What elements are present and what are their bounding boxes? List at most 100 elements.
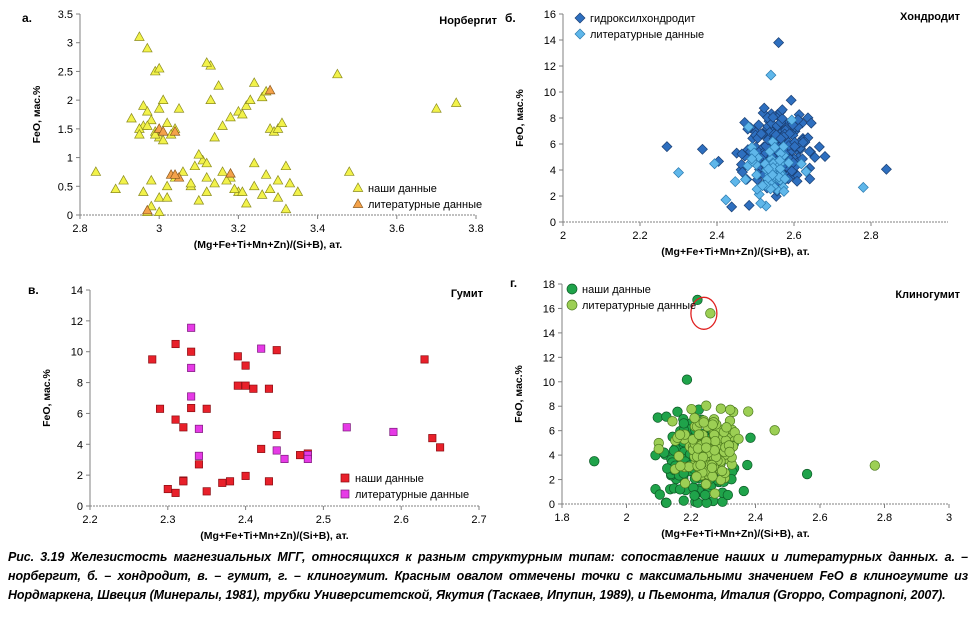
legend-marker xyxy=(352,198,364,208)
panel-norbergite: 0 0.5 1 1.5 2 2.5 3 3.5 2.8 3 3.2 3.4 3.6 3.8 (Mg+Fe+T… xyxy=(22,9,498,251)
legend-marker xyxy=(574,12,586,24)
data-point xyxy=(171,339,180,349)
data-point xyxy=(110,183,121,194)
data-point xyxy=(225,167,236,178)
data-point xyxy=(193,194,205,205)
data-point xyxy=(256,91,268,102)
data-point xyxy=(248,180,260,191)
data-point xyxy=(689,490,700,501)
data-point xyxy=(343,166,355,176)
y-tick-label: 0 xyxy=(67,210,73,222)
data-point xyxy=(145,174,157,185)
x-axis-label: (Mg+Fe+Ti+Mn+Zn)/(Si+B), ат. xyxy=(194,239,343,251)
data-point xyxy=(789,141,801,153)
x-tick-label: 2.8 xyxy=(877,512,892,524)
data-point xyxy=(681,374,693,385)
y-tick-label: 3 xyxy=(67,38,73,50)
x-tick-label: 3.8 xyxy=(468,223,483,235)
y-tick-label: 14 xyxy=(544,35,556,47)
data-point xyxy=(237,186,248,196)
data-point xyxy=(715,403,727,414)
data-point xyxy=(733,433,744,445)
data-point xyxy=(678,418,689,429)
data-point xyxy=(194,460,203,469)
data-point xyxy=(769,425,780,436)
data-point xyxy=(653,443,664,455)
data-point xyxy=(272,446,281,455)
y-tick-label: 16 xyxy=(543,303,555,315)
data-point xyxy=(776,113,788,125)
data-point xyxy=(171,415,180,424)
x-tick-label: 2.6 xyxy=(394,514,409,526)
data-point xyxy=(674,429,686,440)
data-point xyxy=(725,404,736,415)
data-point xyxy=(673,450,684,462)
figure-panels: 0 0.5 1 1.5 2 2.5 3 3.5 2.8 3 3.2 3.4 3.6 3.8 (Mg+Fe+T… xyxy=(22,9,961,542)
y-axis-label: FeO, мас.% xyxy=(514,88,526,146)
data-point xyxy=(292,186,304,196)
y-axis-label: FeO, мас.% xyxy=(41,368,53,426)
data-point xyxy=(209,131,220,142)
data-point xyxy=(683,461,695,472)
data-point xyxy=(701,442,712,453)
data-point xyxy=(743,199,755,211)
legend-marker xyxy=(574,28,586,40)
data-point xyxy=(786,114,798,126)
y-tick-label: 2 xyxy=(67,95,73,107)
data-point xyxy=(800,166,812,178)
y-tick-label: 12 xyxy=(71,316,83,328)
series-1 xyxy=(187,323,398,463)
data-point xyxy=(783,157,795,169)
x-tick-label: 2 xyxy=(560,230,566,242)
x-axis-label: (Mg+Fe+Ti+Mn+Zn)/(Si+B), ат. xyxy=(661,246,810,258)
y-tick-label: 16 xyxy=(544,9,556,21)
data-point xyxy=(686,403,697,415)
data-point xyxy=(169,169,181,179)
data-point xyxy=(701,400,712,411)
x-tick-label: 2.4 xyxy=(709,230,724,242)
data-point xyxy=(652,412,663,423)
series-1 xyxy=(141,84,276,215)
data-point xyxy=(716,465,728,477)
data-point xyxy=(157,94,169,104)
data-point xyxy=(778,185,790,197)
y-tick-label: 8 xyxy=(549,401,555,413)
data-point xyxy=(280,160,292,171)
data-point xyxy=(721,422,732,433)
data-point xyxy=(157,126,169,136)
data-point xyxy=(436,443,445,452)
x-axis-label: (Mg+Fe+Ti+Mn+Zn)/(Si+B), ат. xyxy=(200,530,349,542)
data-point xyxy=(755,197,767,209)
y-tick-label: 1.5 xyxy=(58,124,73,136)
x-tick-label: 3.6 xyxy=(389,223,404,235)
data-point xyxy=(589,456,600,467)
data-point xyxy=(201,186,213,196)
data-point xyxy=(202,487,211,496)
data-point xyxy=(774,154,786,166)
data-point xyxy=(804,145,816,157)
x-tick-label: 2.7 xyxy=(471,514,486,526)
data-point xyxy=(673,167,684,179)
data-point xyxy=(141,204,153,215)
data-point xyxy=(148,355,157,364)
y-tick-label: 6 xyxy=(550,139,556,151)
data-point xyxy=(244,94,256,104)
data-point xyxy=(709,488,720,499)
data-point xyxy=(272,346,281,355)
y-tick-label: 2 xyxy=(550,191,556,203)
x-tick-label: 2.8 xyxy=(72,223,87,235)
data-point xyxy=(745,432,756,443)
x-tick-label: 3 xyxy=(156,223,162,235)
data-point xyxy=(260,169,272,179)
data-point xyxy=(157,134,169,145)
data-point xyxy=(774,163,786,175)
data-point xyxy=(126,112,137,123)
panel-title: Хондродит xyxy=(900,11,961,23)
data-point xyxy=(153,206,165,216)
data-point xyxy=(145,114,157,125)
data-point xyxy=(765,69,777,81)
data-point xyxy=(240,197,252,208)
y-tick-label: 0 xyxy=(550,217,556,229)
data-point xyxy=(689,412,700,424)
data-point xyxy=(753,119,765,131)
